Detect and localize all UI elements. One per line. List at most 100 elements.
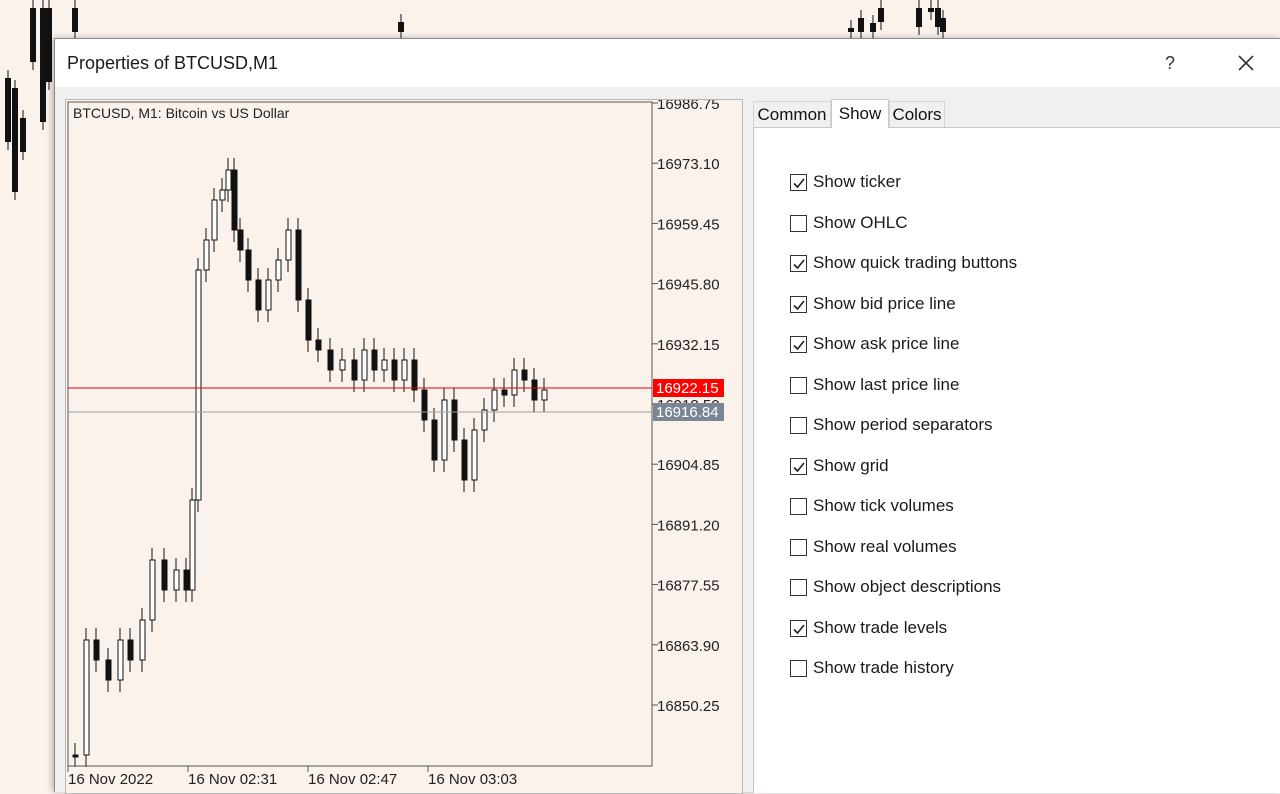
candle-body [305,299,312,341]
candle-body [127,639,134,661]
bg-candle-body [398,22,404,32]
bg-candle-body [916,8,922,27]
bg-candle-body [46,8,52,82]
candle-body [511,369,518,396]
candle-body [521,369,528,381]
checkbox-show-quick-trading-buttons[interactable] [790,254,807,272]
tab-show[interactable]: Show [831,99,889,128]
option-show-period-separators[interactable]: Show period separators [790,414,993,436]
option-label: Show OHLC [813,213,908,232]
properties-dialog: Properties of BTCUSD,M1 ? BTCUSD, M1: Bi… [54,38,1280,794]
checkmark-icon [793,623,805,634]
option-label: Show ask price line [813,334,960,353]
tab-common[interactable]: Common [753,101,831,127]
checkbox-show-ohlc[interactable] [790,214,807,232]
candle-body [315,339,322,351]
candle-body [72,754,79,758]
candle-body [441,399,448,461]
option-label: Show trade levels [813,618,948,637]
chart-preview: BTCUSD, M1: Bitcoin vs US Dollar 16986.7… [65,99,743,794]
option-label: Show last price line [813,375,960,394]
candle-body [541,389,548,401]
help-button[interactable]: ? [1164,52,1175,73]
price-label: 16877.55 [657,578,720,595]
candle-body [327,349,334,371]
candle-body [285,229,292,261]
option-show-real-volumes[interactable]: Show real volumes [790,536,957,558]
candle-body [501,389,508,396]
checkbox-show-bid-price-line[interactable] [790,295,807,313]
checkbox-show-last-price-line[interactable] [790,376,807,394]
candle-body [105,659,112,681]
checkbox-show-tick-volumes[interactable] [790,497,807,515]
option-label: Show ticker [813,172,901,191]
candle-body [255,279,262,311]
option-label: Show period separators [813,415,993,434]
bg-candle-body [20,118,26,152]
option-show-bid-price-line[interactable]: Show bid price line [790,293,956,315]
candle-body [173,569,180,591]
ask-badge-label: 16916.84 [656,404,719,421]
candle-body [183,569,190,591]
price-label: 16891.20 [657,517,720,534]
time-label: 16 Nov 02:31 [188,771,277,788]
tab-colors[interactable]: Colors [889,101,945,127]
price-label: 16945.80 [657,277,720,294]
option-show-quick-trading-buttons[interactable]: Show quick trading buttons [790,252,1017,274]
bg-candle-body [940,18,946,32]
option-show-ticker[interactable]: Show ticker [790,171,901,193]
bid-badge-label: 16922.15 [656,380,719,397]
option-label: Show bid price line [813,294,956,313]
option-show-ohlc[interactable]: Show OHLC [790,212,907,234]
dialog-title: Properties of BTCUSD,M1 [67,53,279,73]
checkbox-show-ticker[interactable] [790,173,807,191]
checkbox-show-ask-price-line[interactable] [790,335,807,353]
bg-candle-body [870,23,876,32]
price-label: 16850.25 [657,698,720,715]
candle-body [339,359,346,371]
candle-body [203,239,210,271]
price-label: 16863.90 [657,638,720,655]
close-button[interactable] [1225,39,1267,87]
title-bar: Properties of BTCUSD,M1 ? [55,39,1280,87]
candle-body [195,269,202,501]
option-label: Show quick trading buttons [813,253,1018,272]
option-show-grid[interactable]: Show grid [790,455,889,477]
candle-body [531,379,538,401]
chart-header: BTCUSD, M1: Bitcoin vs US Dollar [73,105,290,121]
option-show-trade-history[interactable]: Show trade history [790,657,954,679]
candle-body [149,559,156,621]
price-label: 16959.45 [657,216,720,233]
option-label: Show trade history [813,658,954,677]
checkbox-show-grid[interactable] [790,457,807,475]
checkbox-show-trade-history[interactable] [790,659,807,677]
option-show-ask-price-line[interactable]: Show ask price line [790,333,959,355]
candle-body [237,229,244,251]
price-label: 16932.15 [657,337,720,354]
bg-candle-body [72,8,78,32]
candle-body [471,429,478,481]
checkbox-show-trade-levels[interactable] [790,619,807,637]
candle-body [461,439,468,481]
option-show-tick-volumes[interactable]: Show tick volumes [790,495,954,517]
price-label: 16973.10 [657,156,720,173]
candle-body [211,199,218,241]
show-options-panel: Show ticker Show OHLC Show quick trading b… [753,127,1280,793]
price-label: 16986.75 [657,100,720,113]
candle-body [139,619,146,661]
bg-candle-body [858,18,864,32]
candle-body [161,559,168,591]
checkbox-show-period-separators[interactable] [790,416,807,434]
option-show-last-price-line[interactable]: Show last price line [790,374,959,396]
bid-badge [653,379,724,397]
candle-body [117,639,124,681]
checkbox-show-object-descriptions[interactable] [790,578,807,596]
candle-body [83,639,90,756]
checkbox-show-real-volumes[interactable] [790,538,807,556]
bg-candle-body [40,8,46,122]
bg-candle-body [5,78,11,142]
candle-body [451,399,458,441]
option-show-trade-levels[interactable]: Show trade levels [790,617,947,639]
option-show-object-descriptions[interactable]: Show object descriptions [790,576,1001,598]
